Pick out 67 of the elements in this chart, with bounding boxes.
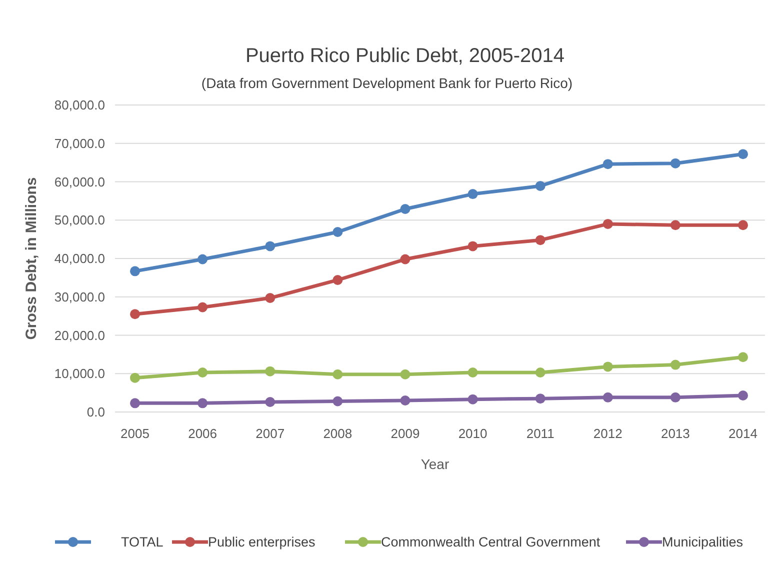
point <box>130 372 140 383</box>
point <box>332 227 343 238</box>
point <box>535 367 546 378</box>
point <box>400 254 410 264</box>
y-tick-label: 80,000.0 <box>54 98 105 113</box>
point <box>738 352 748 362</box>
x-tick-label: 2006 <box>188 426 218 441</box>
x-tick-label: 2010 <box>458 426 488 441</box>
x-tick-label: 2012 <box>593 426 622 441</box>
point <box>738 220 748 230</box>
point <box>265 366 276 376</box>
point <box>535 394 546 404</box>
point <box>738 390 748 400</box>
y-tick-label: 0.0 <box>86 404 105 420</box>
x-tick-label: 2013 <box>660 426 690 441</box>
point <box>130 266 140 276</box>
point <box>602 392 613 402</box>
point <box>198 398 208 408</box>
legend-label: Public enterprises <box>208 534 316 550</box>
chart-title: Puerto Rico Public Debt, 2005-2014 <box>245 45 565 67</box>
point <box>400 395 410 406</box>
point <box>198 254 208 264</box>
x-tick-label: 2011 <box>526 426 554 441</box>
y-tick-label: 10,000.0 <box>54 366 105 382</box>
point <box>468 394 478 404</box>
point <box>130 398 140 408</box>
point <box>670 360 680 370</box>
point <box>468 241 478 252</box>
chart-subtitle: (Data from Government Development Bank for Puerto Rico) <box>201 75 573 91</box>
point <box>332 396 343 406</box>
point <box>332 274 343 285</box>
x-tick-label: 2005 <box>120 426 150 441</box>
point <box>602 362 613 372</box>
x-tick-label: 2014 <box>728 426 758 441</box>
y-axis-title: Gross Debt, in Millions <box>23 177 40 340</box>
point <box>400 369 410 380</box>
point <box>265 397 276 408</box>
y-tick-label: 30,000.0 <box>54 289 105 304</box>
point <box>602 159 613 170</box>
point <box>265 293 276 304</box>
point <box>535 180 546 191</box>
point <box>670 392 680 402</box>
y-tick-label: 70,000.0 <box>54 136 105 151</box>
point <box>738 149 748 160</box>
legend-label: Municipalities <box>662 534 744 550</box>
x-tick-label: 2009 <box>390 426 420 441</box>
x-axis-title: Year <box>420 456 450 472</box>
point <box>468 367 478 378</box>
point <box>130 309 140 320</box>
point <box>265 241 276 252</box>
point <box>332 369 343 380</box>
y-tick-label: 40,000.0 <box>54 251 105 266</box>
legend-label: TOTAL <box>121 534 164 550</box>
x-tick-label: 2008 <box>323 426 352 441</box>
point <box>400 204 410 214</box>
point <box>198 367 208 378</box>
y-tick-label: 50,000.0 <box>54 212 105 228</box>
point <box>198 302 208 312</box>
point <box>670 220 680 230</box>
point <box>670 158 680 168</box>
y-tick-label: 20,000.0 <box>54 328 105 343</box>
x-tick-label: 2007 <box>256 426 285 441</box>
legend-label: Commonwealth Central Government <box>381 534 600 550</box>
point <box>535 235 546 246</box>
point <box>468 189 478 200</box>
y-tick-label: 60,000.0 <box>54 174 105 190</box>
point <box>602 218 613 229</box>
